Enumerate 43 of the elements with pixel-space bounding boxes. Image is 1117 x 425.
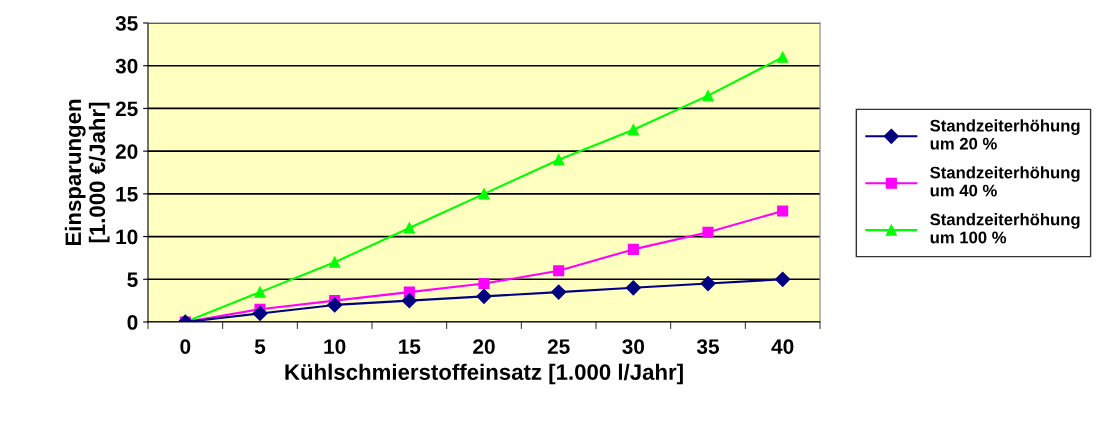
y-tick-label: 0 [127,315,138,330]
x-tick-label: 5 [254,339,266,354]
y-tick-label: 20 [115,144,138,159]
x-tick-label: 20 [473,339,495,354]
y-tick-label: 15 [116,187,138,202]
legend-label: Standzeiterhöhung um 20 % [930,119,1080,150]
point [553,154,565,166]
point [627,243,639,255]
x-tick-label: 35 [696,339,720,354]
y-tick-label: 30 [115,58,138,74]
point [252,305,268,322]
y-tick-label: 35 [115,16,138,31]
y-tick-label: 10 [116,229,138,245]
y-tick-label: 5 [127,272,138,288]
point [327,297,343,313]
point [553,265,565,277]
point [702,90,714,102]
point [254,286,266,298]
legend-label: Standzeiterhöhung um 100 % [930,213,1080,244]
x-tick-label: 0 [180,339,191,354]
y-axis-title: Einsparungen [1.000 €/Jahr] [64,99,110,246]
point [627,124,639,136]
point [777,51,789,63]
point [551,284,567,300]
x-tick-label: 10 [324,339,346,354]
legend-label: Standzeiterhöhung um 40 % [930,166,1080,197]
x-tick-label: 15 [399,339,421,354]
x-tick-label: 30 [622,339,645,354]
point [329,256,341,268]
x-axis-title: Kühlschmierstoffeinsatz [1.000 l/Jahr] [285,363,683,385]
point [625,280,641,296]
point [476,288,492,304]
point [401,293,417,309]
point [478,188,490,200]
point [403,222,415,234]
point [478,278,490,290]
x-tick-label: 25 [547,339,570,354]
y-tick-label: 25 [115,101,138,117]
point [702,226,714,238]
point [700,275,716,292]
point [777,205,789,217]
point [775,271,791,287]
x-tick-label: 40 [771,339,794,354]
